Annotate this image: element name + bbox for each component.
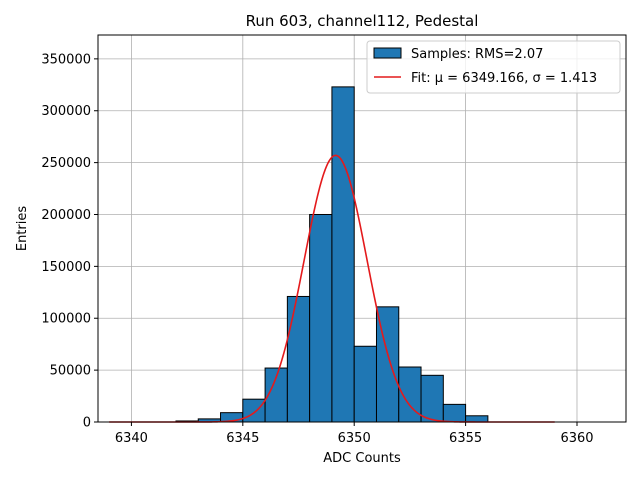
y-axis-label: Entries (15, 206, 30, 252)
x-tick-label-3: 6355 (449, 431, 482, 446)
histogram-bar-6350 (353, 345, 377, 423)
histogram-bar-6347 (286, 295, 311, 423)
y-tick-label-6: 300000 (41, 104, 91, 119)
x-tick-label-2: 6350 (338, 431, 371, 446)
legend-label-fit: Fit: μ = 6349.166, σ = 1.413 (411, 71, 597, 86)
y-tick-label-5: 250000 (41, 156, 91, 171)
histogram-bar-6354 (442, 403, 467, 423)
y-tick-label-1: 50000 (50, 364, 91, 379)
chart-title: Run 603, channel112, Pedestal (246, 12, 479, 30)
y-tick-label-3: 150000 (41, 260, 91, 275)
legend-label-samples: Samples: RMS=2.07 (411, 47, 543, 62)
y-tick-label-4: 200000 (41, 208, 91, 223)
y-tick-label-7: 350000 (41, 52, 91, 67)
x-tick-label-0: 6340 (115, 431, 148, 446)
y-tick-label-0: 0 (83, 416, 91, 431)
axis-ticks: 6340 6345 6350 6355 6360 0 50000 100000 150000 20… (41, 52, 593, 446)
y-tick-label-2: 100000 (41, 312, 91, 327)
histogram-bar-6345 (242, 398, 266, 423)
histogram-bar-6355 (465, 415, 489, 423)
x-tick-label-1: 6345 (226, 431, 259, 446)
legend-box (366, 40, 621, 94)
legend: Samples: RMS=2.07 Fit: μ = 6349.166, σ =… (366, 40, 621, 94)
histogram-bar-6348 (309, 213, 333, 423)
histogram-bar-6349 (331, 86, 355, 423)
x-axis-label: ADC Counts (323, 451, 401, 466)
legend-swatch-samples (373, 47, 402, 59)
x-tick-label-4: 6360 (560, 431, 593, 446)
histogram-bar-6353 (420, 374, 444, 423)
plot-frame (97, 34, 627, 423)
histogram-bars (175, 86, 489, 423)
